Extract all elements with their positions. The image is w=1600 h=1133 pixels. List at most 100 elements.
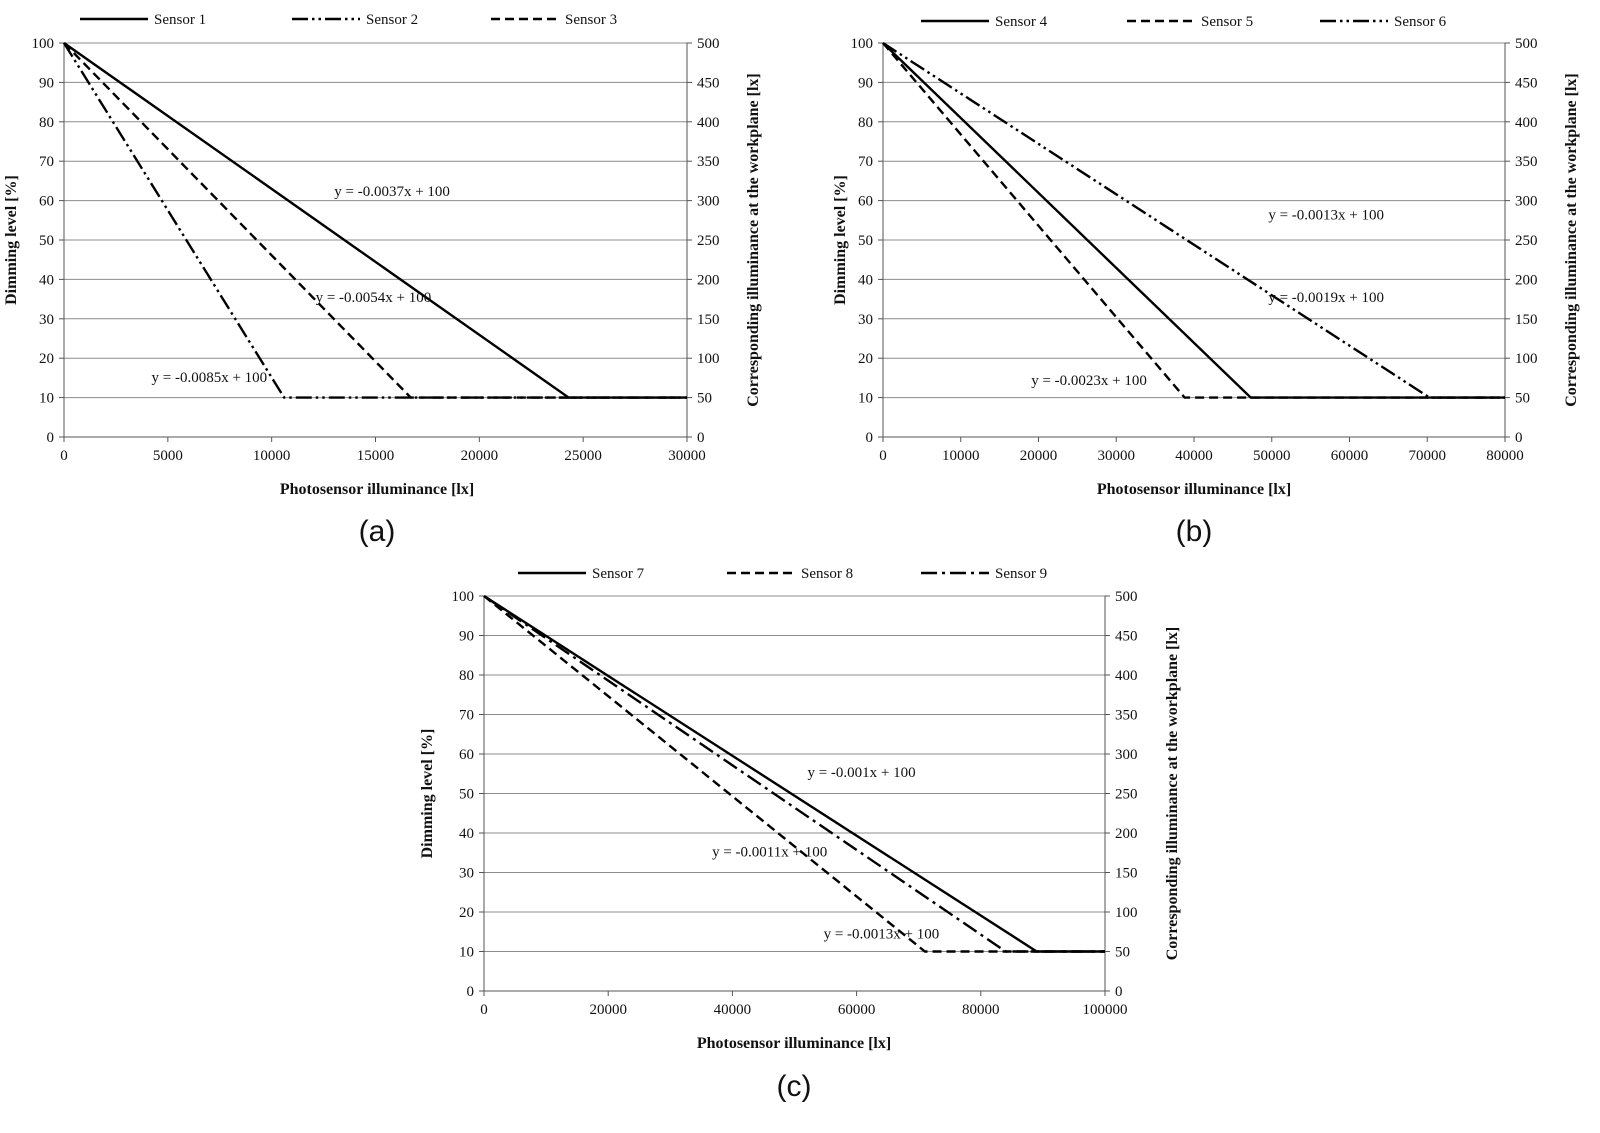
- y-tick-label: 40: [858, 272, 873, 288]
- x-tick-label: 10000: [253, 448, 291, 464]
- legend-label: Sensor 8: [801, 566, 853, 582]
- x-axis-title: Photosensor illuminance [lx]: [1097, 481, 1291, 498]
- y-tick-label: 90: [858, 75, 873, 91]
- y-tick-label: 0: [467, 984, 475, 1000]
- y-tick-label: 0: [866, 430, 874, 446]
- y-axis-title: Dimming level [%]: [3, 175, 20, 305]
- x-tick-label: 100000: [1083, 1002, 1128, 1018]
- y-tick-label: 80: [459, 668, 474, 684]
- y-tick-label: 100: [851, 36, 874, 52]
- legend-label: Sensor 1: [154, 12, 206, 28]
- y-tick-label: 10: [459, 945, 474, 961]
- x-axis-title: Photosensor illuminance [lx]: [697, 1035, 891, 1052]
- x-tick-label: 30000: [668, 448, 706, 464]
- series-line-sensor-3: [63, 42, 687, 399]
- y2-axis-title: Corresponding illuminance at the workpla…: [745, 73, 762, 407]
- y2-tick-label: 300: [1115, 747, 1138, 763]
- x-tick-label: 50000: [1253, 448, 1291, 464]
- y2-tick-label: 150: [697, 312, 720, 328]
- x-tick-label: 60000: [1331, 448, 1369, 464]
- y-axis-title: Dimming level [%]: [419, 729, 436, 859]
- y2-axis-title: Corresponding illuminance at the workpla…: [1563, 73, 1580, 407]
- y-tick-label: 60: [858, 194, 873, 210]
- y2-tick-label: 450: [1115, 629, 1138, 645]
- y2-tick-label: 400: [697, 115, 720, 131]
- legend-label: Sensor 7: [592, 566, 645, 582]
- x-tick-label: 0: [879, 448, 887, 464]
- y2-tick-label: 400: [1515, 115, 1538, 131]
- y-tick-label: 20: [858, 351, 873, 367]
- trendline-equation: y = -0.0037x + 100: [334, 184, 450, 200]
- y2-tick-label: 0: [697, 430, 705, 446]
- y2-tick-label: 450: [697, 75, 720, 91]
- y2-tick-label: 100: [697, 351, 720, 367]
- y2-tick-label: 500: [1115, 589, 1138, 605]
- legend-label: Sensor 3: [565, 12, 617, 28]
- y-tick-label: 0: [47, 430, 55, 446]
- y-tick-label: 40: [39, 272, 54, 288]
- y-axis-title: Dimming level [%]: [832, 175, 849, 305]
- legend-label: Sensor 2: [366, 12, 418, 28]
- y-tick-label: 80: [39, 115, 54, 131]
- y-tick-label: 10: [858, 391, 873, 407]
- trendline-equation: y = -0.0013x + 100: [1268, 207, 1384, 223]
- y2-tick-label: 350: [697, 154, 720, 170]
- trendline-equation: y = -0.0013x + 100: [824, 927, 940, 943]
- y-tick-label: 70: [39, 154, 54, 170]
- y-tick-label: 100: [452, 589, 475, 605]
- series-line-sensor-6: [882, 41, 1505, 399]
- x-tick-label: 10000: [942, 448, 980, 464]
- series-line-sensor-7: [483, 594, 1105, 953]
- y2-tick-label: 250: [697, 233, 720, 249]
- y-tick-label: 90: [39, 75, 54, 91]
- series-line-sensor-8: [483, 595, 1105, 953]
- y2-tick-label: 50: [1515, 391, 1530, 407]
- y2-tick-label: 200: [1515, 272, 1538, 288]
- legend-label: Sensor 9: [995, 566, 1047, 582]
- x-axis-title: Photosensor illuminance [lx]: [280, 481, 474, 498]
- y2-axis-title: Corresponding illuminance at the workpla…: [1164, 627, 1181, 961]
- y2-tick-label: 500: [1515, 36, 1538, 52]
- y-tick-label: 70: [858, 154, 873, 170]
- y2-tick-label: 250: [1515, 233, 1538, 249]
- y2-tick-label: 0: [1515, 430, 1523, 446]
- panel-label: (b): [1176, 515, 1213, 548]
- x-tick-label: 20000: [1020, 448, 1058, 464]
- y-tick-label: 20: [459, 905, 474, 921]
- y2-tick-label: 500: [697, 36, 720, 52]
- trendline-equation: y = -0.0011x + 100: [712, 845, 827, 861]
- y-tick-label: 20: [39, 351, 54, 367]
- y-tick-label: 30: [39, 312, 54, 328]
- y2-tick-label: 0: [1115, 984, 1123, 1000]
- y-tick-label: 90: [459, 629, 474, 645]
- x-tick-label: 40000: [714, 1002, 752, 1018]
- y2-tick-label: 350: [1115, 708, 1138, 724]
- legend-label: Sensor 5: [1201, 14, 1253, 30]
- y2-tick-label: 100: [1115, 905, 1138, 921]
- series-line-sensor-1: [63, 42, 687, 399]
- y-tick-label: 80: [858, 115, 873, 131]
- x-tick-label: 5000: [153, 448, 183, 464]
- panel-label: (c): [777, 1070, 812, 1103]
- trendline-equation: y = -0.001x + 100: [807, 765, 915, 781]
- y-tick-label: 100: [32, 36, 55, 52]
- chart-panel-3: 0 20000 40000 60000 80000 100000 0 10 20 30 40 50 60…: [419, 566, 1181, 1103]
- trendline-equation: y = -0.0019x + 100: [1268, 290, 1384, 306]
- y2-tick-label: 300: [697, 194, 720, 210]
- series-line-sensor-2: [62, 42, 687, 399]
- y2-tick-label: 400: [1115, 668, 1138, 684]
- y2-tick-label: 200: [1115, 826, 1138, 842]
- y2-tick-label: 350: [1515, 154, 1538, 170]
- x-tick-label: 25000: [564, 448, 602, 464]
- trendline-equation: y = -0.0023x + 100: [1031, 373, 1147, 389]
- y-tick-label: 30: [459, 866, 474, 882]
- series-line-sensor-9: [483, 595, 1105, 953]
- series-line-sensor-4: [882, 42, 1505, 399]
- y-tick-label: 40: [459, 826, 474, 842]
- y2-tick-label: 300: [1515, 194, 1538, 210]
- y2-tick-label: 150: [1515, 312, 1538, 328]
- y-tick-label: 30: [858, 312, 873, 328]
- y-tick-label: 10: [39, 391, 54, 407]
- y-tick-label: 50: [39, 233, 54, 249]
